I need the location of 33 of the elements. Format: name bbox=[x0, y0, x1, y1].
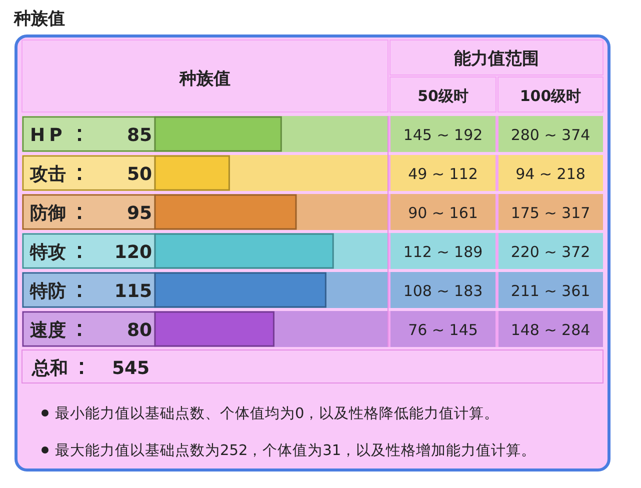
text: 280 ~ 374 bbox=[510, 126, 590, 144]
text: 211 ~ 361 bbox=[510, 282, 590, 300]
text: 148 ~ 284 bbox=[510, 321, 590, 339]
data-label: 120 bbox=[114, 242, 152, 263]
y-tick-label: HP bbox=[30, 125, 66, 146]
text: 最大能力值以基础点数为252，个体值为31，以及性格增加能力值计算。 bbox=[55, 442, 536, 459]
y-tick-label: 特攻 bbox=[29, 242, 66, 263]
text: 最小能力值以基础点数、个体值均为0，以及性格降低能力值计算。 bbox=[55, 405, 500, 422]
text: 112 ~ 189 bbox=[403, 243, 483, 261]
text: 545 bbox=[112, 358, 150, 379]
text: 108 ~ 183 bbox=[403, 282, 483, 300]
text: 100级时 bbox=[520, 87, 582, 105]
text: 种族值 bbox=[178, 69, 230, 89]
text: 220 ~ 372 bbox=[510, 243, 590, 261]
y-tick-label: 特防 bbox=[29, 281, 66, 302]
data-label: 115 bbox=[114, 281, 152, 302]
data-label: 95 bbox=[126, 203, 152, 224]
text: 76 ~ 145 bbox=[408, 321, 478, 339]
y-tick-label: 防御 bbox=[30, 203, 66, 224]
text: 145 ~ 192 bbox=[403, 126, 483, 144]
data-label: 50 bbox=[126, 164, 152, 185]
text: 94 ~ 218 bbox=[516, 165, 586, 183]
text: 175 ~ 317 bbox=[510, 204, 590, 222]
y-tick-label: 攻击 bbox=[29, 164, 66, 185]
text: 90 ~ 161 bbox=[408, 204, 478, 222]
text: 总和 bbox=[31, 358, 68, 379]
y-tick-label: 速度 bbox=[30, 320, 66, 341]
text: 50级时 bbox=[418, 87, 468, 105]
data-label: 85 bbox=[126, 125, 152, 146]
text: 49 ~ 112 bbox=[408, 165, 478, 183]
text: 能力值范围 bbox=[454, 49, 539, 69]
data-label: 80 bbox=[126, 320, 152, 341]
chart-title: 种族值 bbox=[13, 9, 65, 29]
